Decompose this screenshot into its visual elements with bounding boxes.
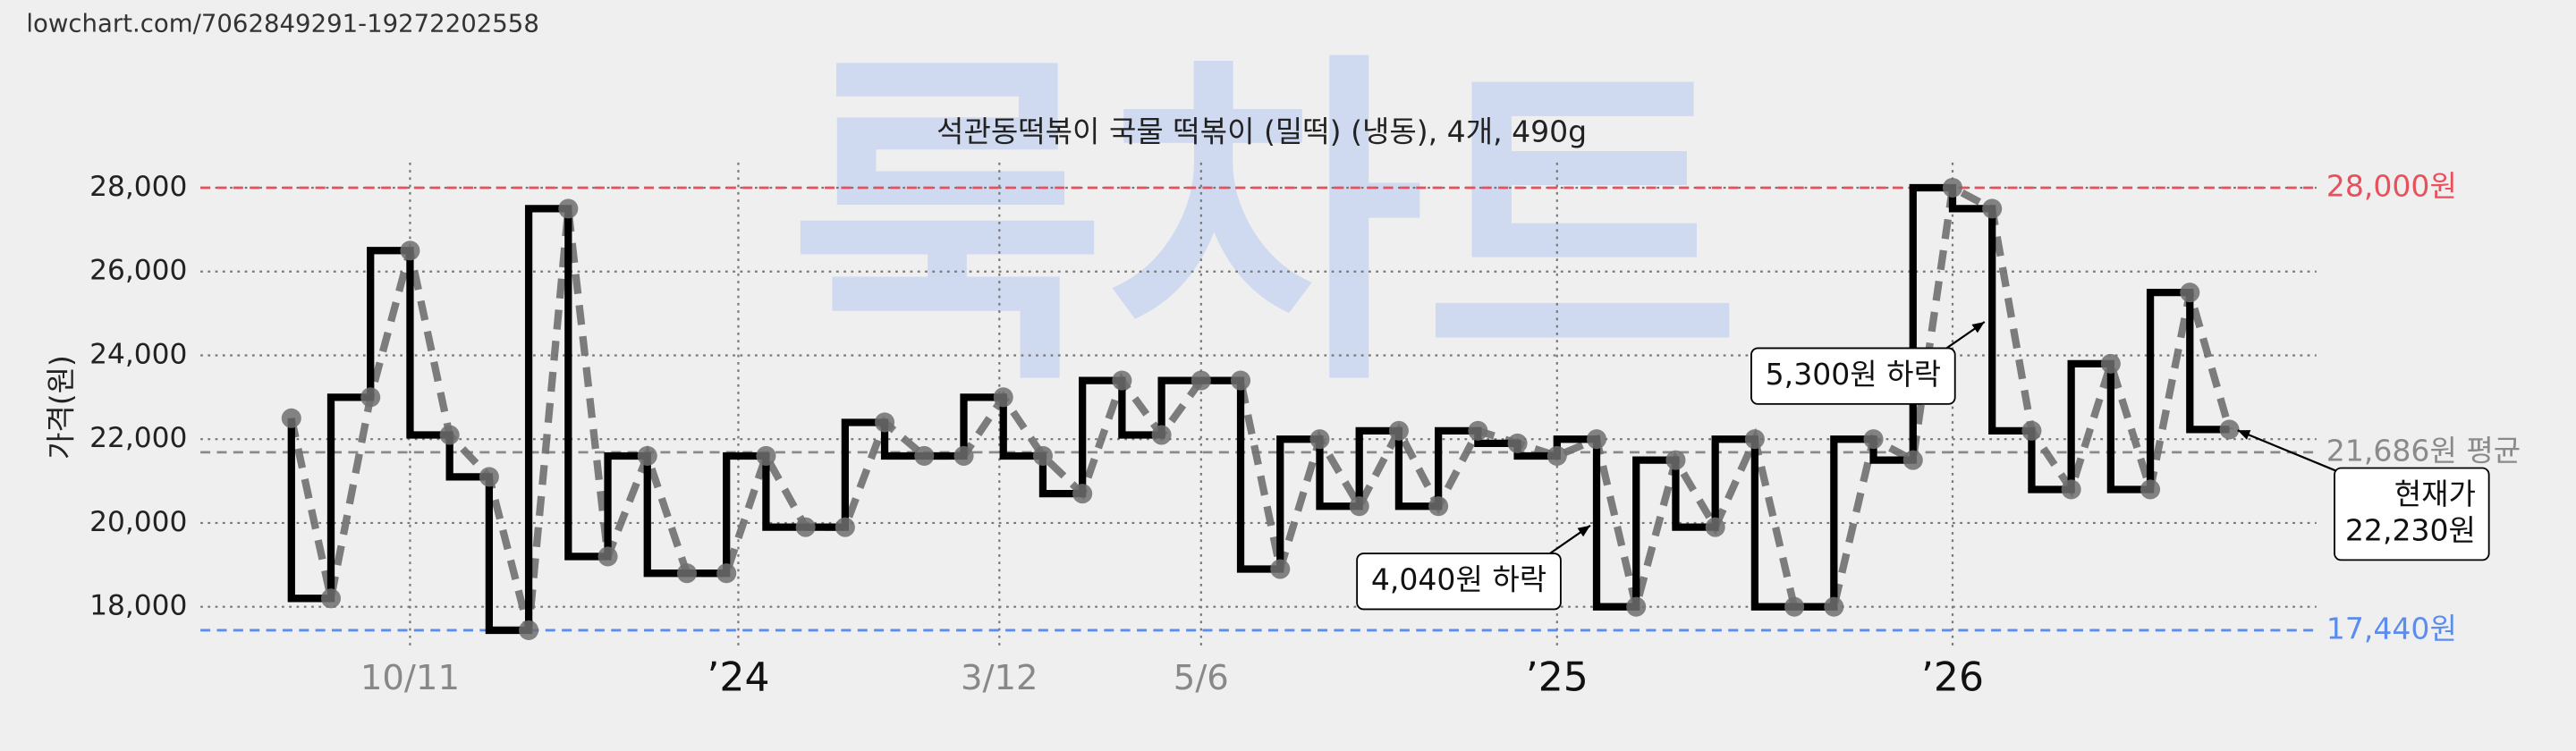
annotation-arrow — [2237, 429, 2350, 477]
x-tick-label: 10/11 — [360, 658, 460, 698]
point — [1744, 429, 1765, 450]
watermark: 룩차트 — [789, 26, 1741, 427]
point — [519, 620, 539, 640]
point — [1270, 559, 1291, 579]
y-tick-label: 26,000 — [89, 255, 187, 287]
point — [1349, 496, 1369, 517]
point — [1428, 496, 1449, 517]
point — [1626, 596, 1647, 617]
point — [953, 445, 974, 466]
x-tick-label: ’24 — [707, 654, 769, 700]
marks — [281, 177, 2240, 640]
point — [875, 412, 895, 433]
reference-label: 28,000원 — [2326, 168, 2457, 203]
reference-label: 17,440원 — [2326, 611, 2457, 646]
point — [2219, 419, 2240, 440]
annotation-box — [1356, 553, 1562, 611]
point — [1586, 429, 1607, 450]
point — [676, 563, 697, 584]
point — [716, 563, 737, 584]
annotation-arrowhead — [2237, 430, 2251, 440]
point — [1151, 425, 1172, 445]
step-line — [287, 183, 2230, 635]
annotation-box — [2334, 467, 2490, 561]
point — [835, 517, 855, 537]
x-tick-label: ’26 — [1921, 654, 1984, 700]
y-tick-label: 24,000 — [89, 338, 187, 370]
point — [1032, 445, 1053, 466]
point — [597, 546, 618, 567]
annotation-text: 4,040원 하락 — [1371, 562, 1546, 597]
annotation-text: 현재가 — [2394, 477, 2476, 511]
y-tick-label: 20,000 — [89, 506, 187, 538]
point — [1665, 450, 1686, 470]
point — [479, 467, 499, 487]
point — [637, 445, 657, 466]
point — [1824, 596, 1844, 617]
annotation-arrowhead — [1971, 322, 1985, 333]
point — [795, 517, 816, 537]
point — [1982, 198, 2003, 219]
point — [2100, 353, 2121, 374]
x-tick-label: 3/12 — [961, 658, 1038, 698]
annotation-arrowhead — [1577, 525, 1590, 537]
point — [1309, 429, 1330, 450]
y-axis-label: 가격(원) — [43, 355, 78, 460]
point — [281, 408, 301, 428]
point — [1546, 445, 1567, 466]
point — [558, 198, 579, 219]
point — [2021, 420, 2042, 441]
point — [1388, 420, 1409, 441]
annotation-text: 5,300원 하락 — [1766, 357, 1941, 392]
point — [993, 387, 1013, 408]
point — [1191, 370, 1211, 391]
y-tick-label: 18,000 — [89, 590, 187, 622]
point — [914, 445, 935, 466]
x-tick-label: 5/6 — [1174, 658, 1229, 698]
annotation-box — [1750, 347, 1956, 405]
point — [1902, 450, 1923, 470]
source-url: lowchart.com/7062849291-19272202558 — [26, 10, 538, 38]
point — [1942, 177, 1963, 198]
point — [756, 445, 776, 466]
x-tick-label: ’25 — [1526, 654, 1589, 700]
point — [1507, 433, 1528, 453]
point — [1112, 370, 1132, 391]
point — [2061, 479, 2081, 500]
annotation-text: 22,230원 — [2345, 513, 2476, 548]
point — [1784, 596, 1805, 617]
point — [439, 425, 460, 445]
reference-label: 21,686원 평균 — [2326, 433, 2521, 468]
chart-title: 석관동떡볶이 국물 떡볶이 (밀떡) (냉동), 4개, 490g — [936, 114, 1587, 148]
point — [320, 588, 342, 609]
point — [400, 240, 420, 261]
point — [1072, 484, 1093, 504]
point — [360, 387, 381, 408]
point — [1468, 420, 1488, 441]
point — [1863, 429, 1884, 450]
point — [1705, 517, 1725, 537]
point — [1231, 370, 1251, 391]
grid: 18,000 20,000 22,000 24,000 26,000 28,000 10/1… — [89, 162, 2521, 700]
point — [2180, 283, 2200, 303]
point — [2140, 479, 2161, 500]
y-tick-label: 22,000 — [89, 422, 187, 454]
y-tick-label: 28,000 — [89, 171, 187, 203]
